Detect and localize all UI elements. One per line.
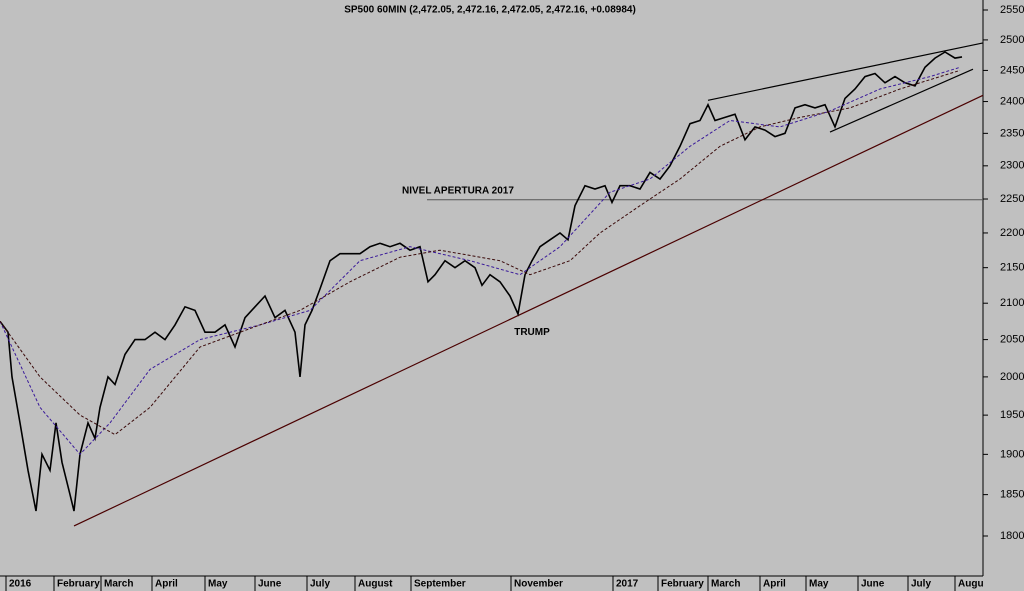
- trendline: [73, 94, 984, 527]
- y-tick-label: 2250: [1000, 193, 1024, 205]
- y-tick-label: 2400: [1000, 95, 1024, 107]
- x-tick-label: March: [104, 579, 133, 590]
- x-tick-label: 2016: [9, 579, 32, 590]
- y-tick-label: 1850: [1000, 489, 1024, 501]
- x-tick-label: July: [911, 579, 931, 590]
- y-tick-label: 2000: [1000, 371, 1024, 383]
- x-tick-label: 2017: [616, 579, 639, 590]
- y-tick-label: 2300: [1000, 160, 1024, 172]
- chart-title: SP500 60MIN (2,472.05, 2,472.16, 2,472.0…: [344, 5, 636, 16]
- x-tick-label: February: [57, 579, 100, 590]
- x-tick-label: August: [358, 579, 393, 590]
- x-tick-label: Augu: [958, 579, 984, 590]
- y-tick-label: 2100: [1000, 297, 1024, 309]
- y-tick-label: 2550: [1000, 4, 1024, 16]
- annotation: TRUMP: [514, 327, 550, 338]
- x-tick-label: February: [661, 579, 704, 590]
- x-tick-label: March: [711, 579, 740, 590]
- y-tick-label: 2200: [1000, 227, 1024, 239]
- x-tick-label: April: [155, 579, 178, 590]
- y-tick-label: 2150: [1000, 262, 1024, 274]
- y-tick-label: 1950: [1000, 409, 1024, 421]
- x-tick-label: April: [763, 579, 786, 590]
- reference-label: NIVEL APERTURA 2017: [402, 185, 514, 196]
- trendline: [829, 68, 974, 133]
- price-line: [0, 51, 963, 512]
- y-tick-label: 2500: [1000, 34, 1024, 46]
- x-tick-label: June: [258, 579, 282, 590]
- y-tick-label: 2350: [1000, 127, 1024, 139]
- x-tick-label: May: [208, 579, 228, 590]
- x-tick-label: May: [809, 579, 829, 590]
- y-tick-label: 1900: [1000, 448, 1024, 460]
- price-line: [0, 69, 961, 436]
- x-tick-label: June: [861, 579, 885, 590]
- x-tick-label: July: [310, 579, 330, 590]
- x-tick-label: September: [414, 579, 466, 590]
- price-line: [0, 66, 961, 456]
- x-tick-label: November: [514, 579, 563, 590]
- trendline: [707, 42, 984, 101]
- y-tick-label: 1800: [1000, 530, 1024, 542]
- y-tick-label: 2450: [1000, 64, 1024, 76]
- y-tick-label: 2050: [1000, 334, 1024, 346]
